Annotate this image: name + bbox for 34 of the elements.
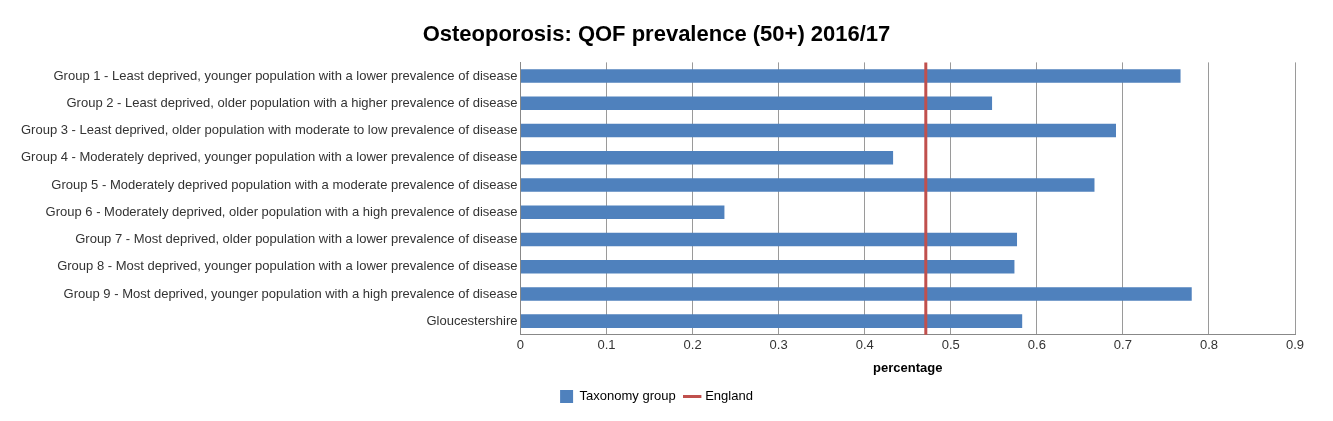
y-tick-label: Group 1 - Least deprived, younger population with a lower prevalence of disease [53, 67, 518, 83]
bar [520, 123, 1116, 138]
chart-title: Osteoporosis: QOF prevalence (50+) 2016/17 [422, 21, 891, 47]
bar [520, 232, 1018, 247]
bar [520, 69, 1181, 83]
bar [520, 259, 1015, 274]
y-tick-label: Group 6 - Moderately deprived, older population with a high prevalence of disease [45, 203, 518, 219]
y-tick-label: Group 9 - Most deprived, younger population with a high prevalence of disease [63, 285, 518, 301]
y-tick-label: Group 7 - Most deprived, older population with a lower prevalence of disease [75, 231, 518, 247]
y-tick-label: Gloucestershire [426, 312, 518, 328]
x-tick-label: 0 [516, 337, 525, 353]
bar [520, 96, 993, 111]
legend-label: Taxonomy group [579, 388, 676, 404]
bar [520, 178, 1095, 192]
x-tick-label: 0.8 [1199, 337, 1218, 353]
bar [520, 314, 1023, 328]
legend-label: England [705, 388, 753, 404]
x-tick-label: 0.7 [1113, 337, 1132, 353]
x-axis-title: percentage [873, 359, 943, 375]
y-tick-label: Group 3 - Least deprived, older population with moderate to low prevalence of disease [20, 122, 518, 138]
bar [520, 287, 1192, 301]
y-tick-label: Group 5 - Moderately deprived population with a moderate prevalence of disease [51, 176, 518, 192]
y-tick-label: Group 8 - Most deprived, younger population with a lower prevalence of disease [57, 258, 518, 274]
x-tick-label: 0.1 [597, 337, 616, 353]
x-tick-label: 0.5 [941, 337, 960, 353]
x-tick-label: 0.2 [683, 337, 702, 353]
x-tick-label: 0.3 [769, 337, 788, 353]
bar [520, 150, 894, 165]
y-tick-label: Group 4 - Moderately deprived, younger population with a lower prevalence of disease [20, 149, 518, 165]
y-tick-label: Group 2 - Least deprived, older population with a higher prevalence of disease [66, 94, 518, 110]
x-tick-label: 0.9 [1285, 337, 1305, 353]
x-tick-label: 0.4 [855, 337, 874, 353]
bar [520, 205, 725, 220]
x-tick-label: 0.6 [1027, 337, 1046, 353]
